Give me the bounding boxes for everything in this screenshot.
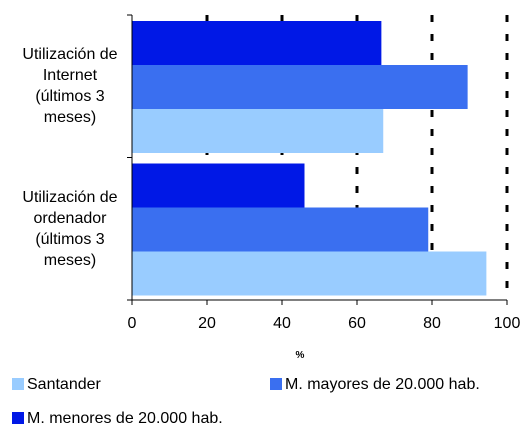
axes — [127, 14, 508, 305]
x-tick-label: 40 — [273, 315, 291, 332]
legend-label: M. menores de 20.000 hab. — [27, 410, 223, 427]
category-label-line: Utilización de — [22, 188, 118, 206]
category-label-line: (últimos 3 — [35, 88, 105, 106]
x-axis-title: % — [295, 350, 305, 361]
bar — [132, 109, 384, 153]
bar-chart: 0 20 40 60 80 100 — [127, 14, 521, 332]
category-label: Utilización de Internet (últimos 3 meses) — [10, 44, 130, 128]
bar — [132, 21, 382, 65]
category-label-line: (últimos 3 — [35, 230, 105, 248]
legend-item-menores: M. menores de 20.000 hab. — [12, 410, 223, 428]
category-label: Utilización de ordenador (últimos 3 meses) — [10, 187, 130, 271]
x-tick-label: 100 — [494, 315, 521, 332]
legend-item-santander: Santander — [12, 376, 101, 394]
bar — [132, 163, 305, 208]
legend: Santander M. mayores de 20.000 hab. M. m… — [0, 370, 522, 430]
x-tick-label: 60 — [348, 315, 366, 332]
category-label-line: meses) — [43, 251, 97, 269]
x-tick-label: 20 — [198, 315, 216, 332]
legend-swatch-mayores — [270, 378, 282, 390]
bar — [132, 65, 468, 109]
category-label-line: Internet — [42, 67, 98, 85]
legend-swatch-santander — [12, 378, 24, 390]
bar — [132, 251, 487, 296]
legend-label: M. mayores de 20.000 hab. — [285, 376, 480, 393]
legend-swatch-menores — [12, 412, 24, 424]
x-tick-labels: 0 20 40 60 80 100 — [128, 315, 521, 332]
category-label-line: meses) — [43, 109, 97, 127]
legend-label: Santander — [27, 376, 101, 393]
legend-item-mayores: M. mayores de 20.000 hab. — [270, 376, 480, 394]
x-tick-label: 80 — [423, 315, 441, 332]
bar — [132, 207, 429, 252]
category-label-line: Utilización de — [22, 46, 118, 64]
x-tick-label: 0 — [128, 315, 137, 332]
bars — [132, 21, 487, 296]
category-label-line: ordenador — [33, 209, 107, 227]
